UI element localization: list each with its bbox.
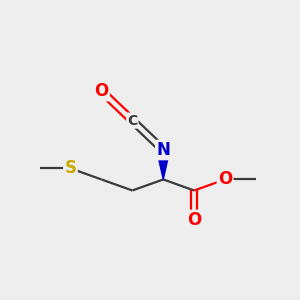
Polygon shape [157, 150, 170, 179]
Text: O: O [187, 211, 201, 229]
Text: O: O [94, 82, 109, 100]
Text: C: C [127, 114, 137, 128]
Text: N: N [156, 141, 170, 159]
Text: O: O [218, 170, 232, 188]
Text: S: S [64, 159, 76, 177]
